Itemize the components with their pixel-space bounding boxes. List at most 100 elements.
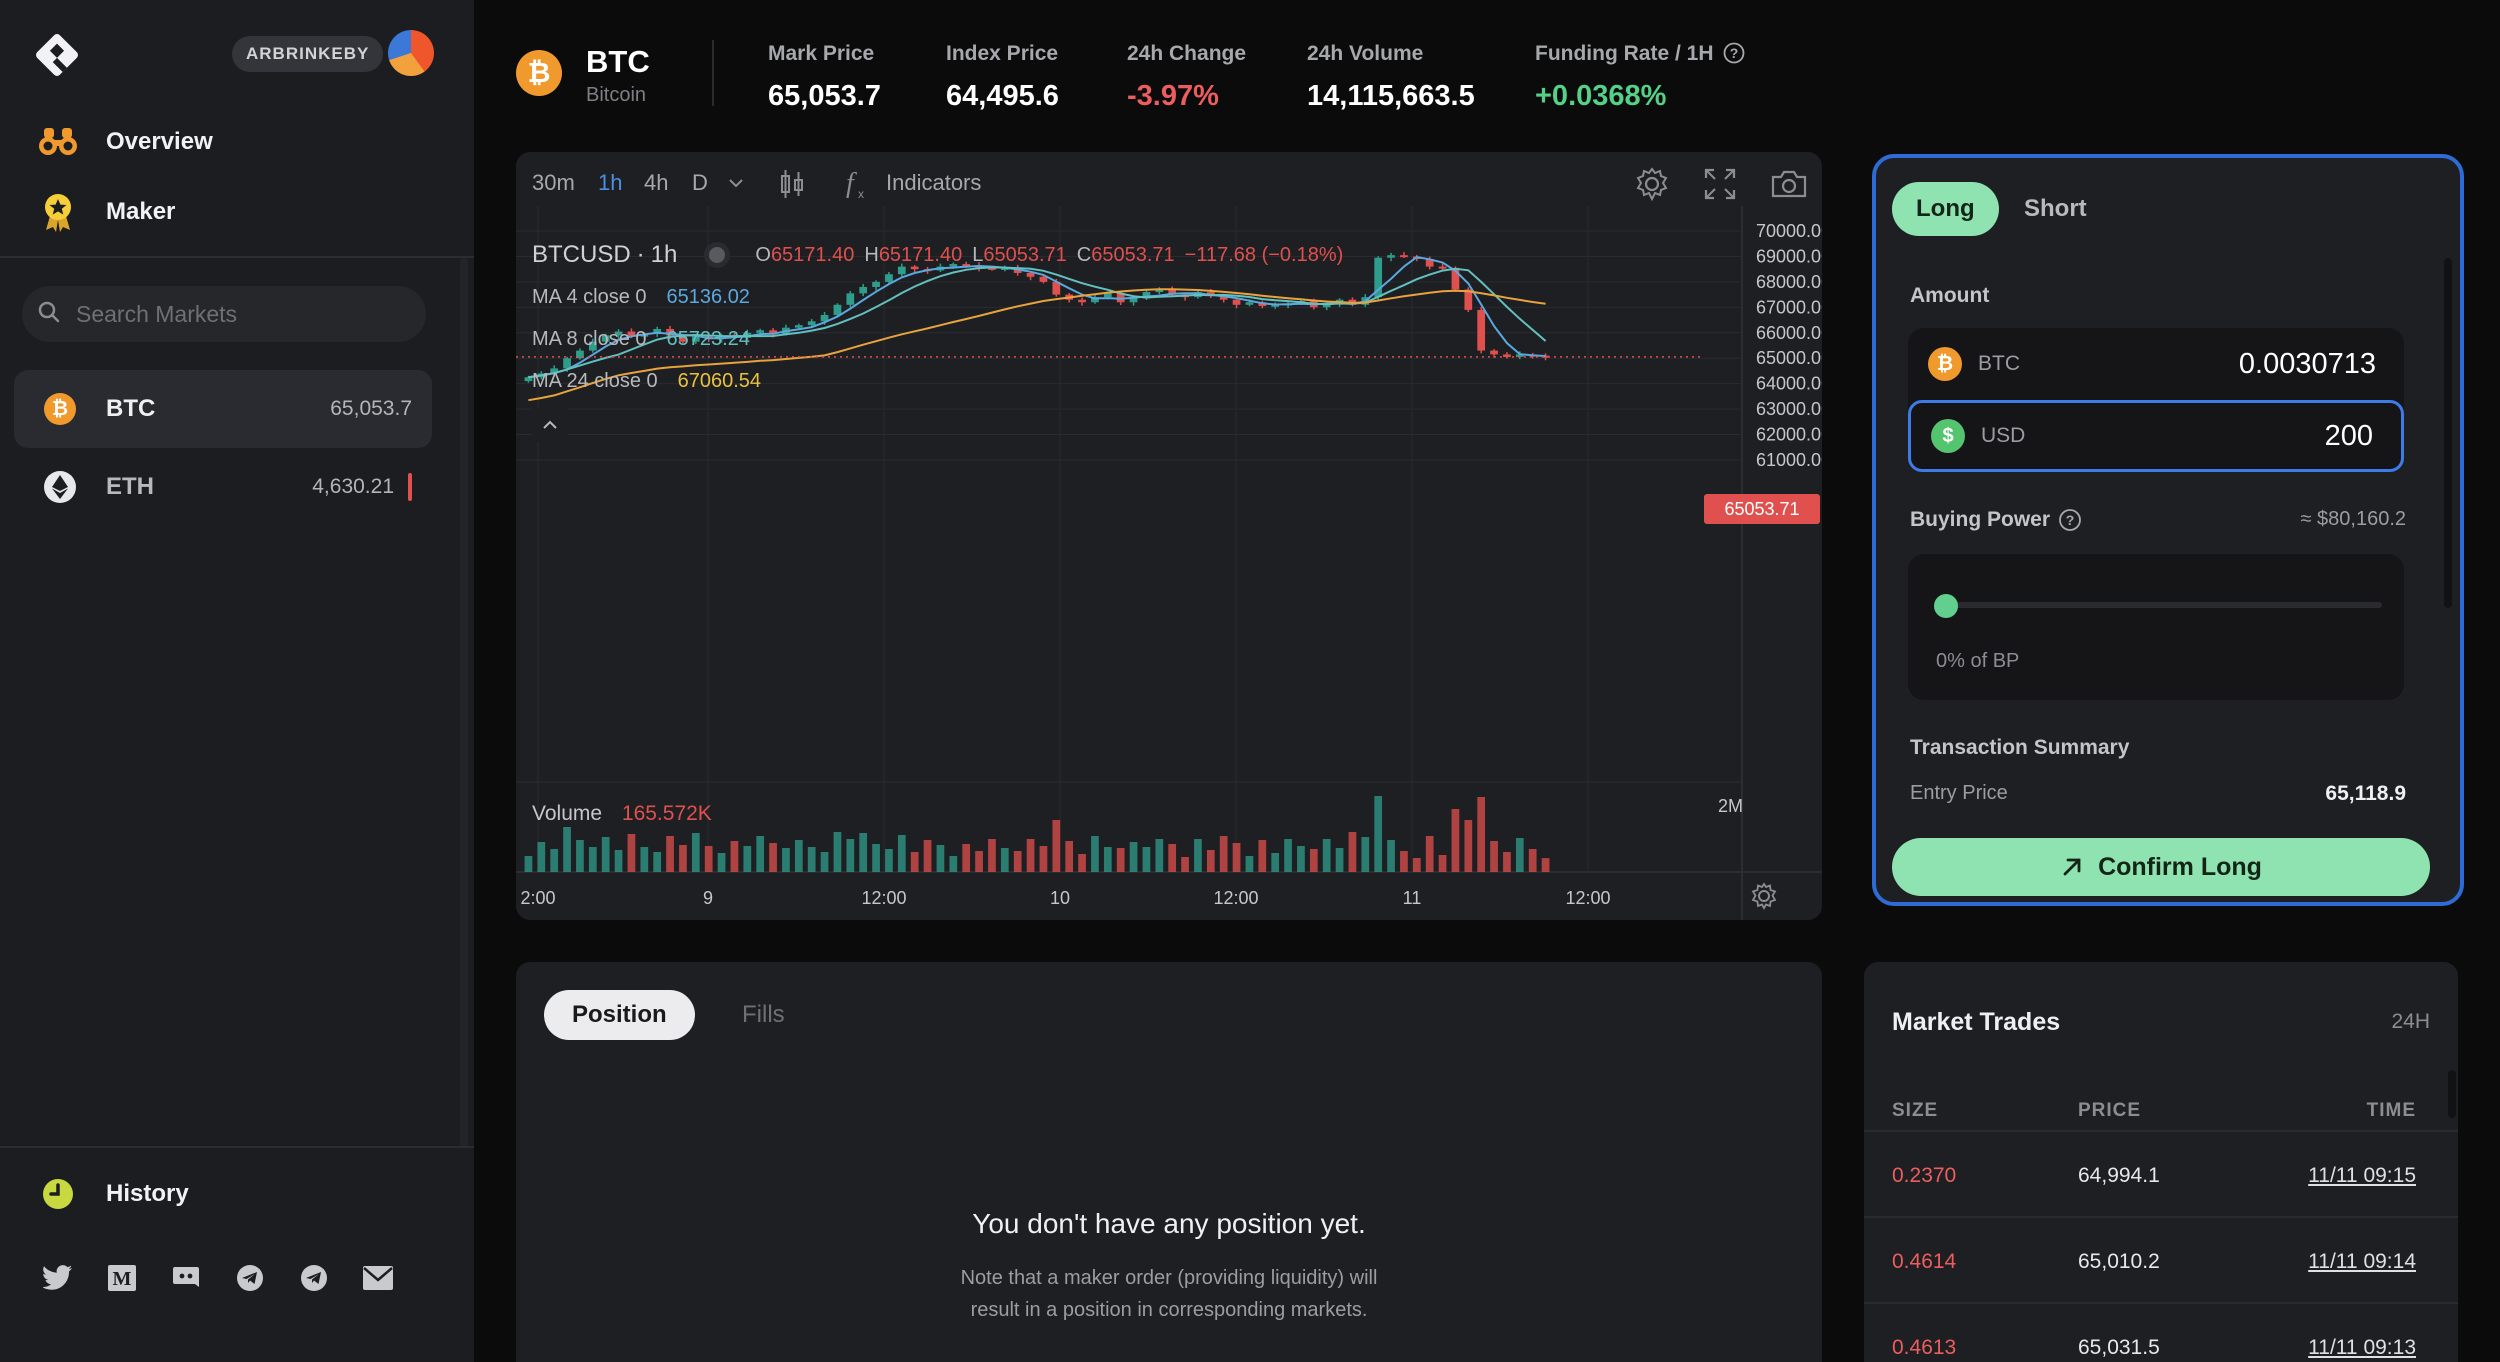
- nav-maker[interactable]: Maker: [38, 192, 175, 232]
- volume-bar: [1309, 849, 1318, 872]
- ma-label: MA 8 close 0: [532, 327, 647, 350]
- long-tab[interactable]: Long: [1892, 182, 1999, 236]
- telegram-icon[interactable]: [298, 1262, 330, 1294]
- usd-amount-field[interactable]: $ USD 200: [1908, 400, 2404, 472]
- timeframe-d[interactable]: D: [692, 170, 708, 195]
- range-selector[interactable]: 24H: [2391, 1010, 2430, 1033]
- avatar[interactable]: [388, 30, 434, 76]
- nav-history[interactable]: History: [38, 1174, 189, 1214]
- stat-value: -3.97%: [1127, 80, 1219, 112]
- volume-bar: [601, 837, 610, 872]
- ticker-symbol: BTC: [586, 44, 650, 79]
- separator-dot: ·: [636, 241, 645, 268]
- header-divider: [1864, 1130, 2458, 1132]
- search-input[interactable]: [76, 300, 396, 328]
- time-tick-label: 12:00: [1213, 888, 1258, 908]
- candle-body: [949, 264, 958, 267]
- svg-text:x: x: [858, 187, 864, 200]
- stat-value: 64,495.6: [946, 80, 1059, 112]
- ma-label: MA 4 close 0: [532, 285, 647, 308]
- ma8-line: [528, 266, 1547, 379]
- volume-bar: [524, 856, 533, 872]
- volume-bar: [1155, 839, 1164, 872]
- sidebar: ARBRINKEBY Overview Maker ₿ BTC 65,053.7…: [0, 0, 474, 1362]
- trade-time-link[interactable]: 11/11 09:13: [2308, 1336, 2416, 1359]
- tab-fills[interactable]: Fills: [742, 1001, 785, 1028]
- slider-track[interactable]: [1942, 602, 2382, 608]
- candle-body: [885, 274, 893, 282]
- volume-bar: [1425, 836, 1434, 872]
- collapse-legend-button[interactable]: [532, 408, 568, 442]
- trade-time-link[interactable]: 11/11 09:15: [2308, 1164, 2416, 1187]
- mail-icon[interactable]: [362, 1262, 394, 1294]
- volume-bar: [666, 836, 674, 872]
- indicators-button[interactable]: Indicators: [886, 170, 982, 195]
- bitcoin-icon: ₿: [44, 393, 76, 425]
- discord-icon[interactable]: [170, 1262, 202, 1294]
- ticker-divider: [712, 40, 714, 106]
- trade-size: 0.4614: [1892, 1250, 1957, 1273]
- open-value: 65171.40: [770, 243, 855, 266]
- candle-body: [563, 358, 571, 369]
- timeframe-30m[interactable]: 30m: [532, 170, 575, 195]
- price-chart[interactable]: 70000.00 69000.00 68000.00 67000.00 66000.00…: [516, 152, 1822, 920]
- search-markets[interactable]: [22, 286, 426, 342]
- user-badge[interactable]: ARBRINKEBY: [232, 36, 384, 72]
- help-icon[interactable]: ?: [2058, 508, 2082, 532]
- trade-time-link[interactable]: 11/11 09:14: [2308, 1250, 2416, 1273]
- volume-bar: [627, 834, 636, 872]
- candle-body: [846, 293, 855, 305]
- short-tab[interactable]: Short: [2024, 195, 2087, 222]
- column-header-time: TIME: [2366, 1100, 2416, 1121]
- fullscreen-icon[interactable]: [1704, 168, 1736, 200]
- high-label: H: [864, 243, 879, 266]
- chevron-down-icon[interactable]: [728, 178, 744, 188]
- nav-overview[interactable]: Overview: [38, 122, 213, 162]
- gear-icon[interactable]: [1750, 882, 1778, 910]
- twitter-icon[interactable]: [42, 1262, 74, 1294]
- help-icon[interactable]: ?: [1723, 42, 1745, 64]
- sidebar-scrollbar[interactable]: [460, 258, 468, 1148]
- gear-icon[interactable]: [1634, 166, 1670, 202]
- trades-scrollbar[interactable]: [2448, 1070, 2456, 1118]
- timeframe-1h[interactable]: 1h: [598, 170, 623, 195]
- market-row-btc[interactable]: ₿ BTC 65,053.7: [14, 370, 432, 448]
- telegram-icon[interactable]: [234, 1262, 266, 1294]
- candles-icon[interactable]: [778, 168, 806, 200]
- candle-body: [807, 321, 816, 326]
- volume-bar: [1541, 858, 1550, 872]
- row-divider: [1864, 1216, 2458, 1218]
- volume-axis-label: 2M: [1718, 796, 1744, 816]
- volume-bar: [1348, 832, 1357, 872]
- trade-price: 64,994.1: [2078, 1164, 2160, 1187]
- volume-bar: [614, 850, 623, 872]
- confirm-long-button[interactable]: Confirm Long: [1892, 838, 2430, 896]
- slider-handle[interactable]: [1934, 594, 1958, 618]
- volume-bar: [936, 845, 945, 872]
- price-axis: [1742, 206, 1822, 920]
- positions-panel: Position Fills You don't have any positi…: [516, 962, 1822, 1362]
- candle-body: [859, 286, 868, 294]
- volume-bar: [846, 839, 855, 872]
- volume-bar: [794, 840, 803, 872]
- candle-body: [833, 304, 842, 315]
- candle-body: [1026, 272, 1035, 277]
- tab-position[interactable]: Position: [544, 990, 695, 1040]
- volume-bar: [1039, 846, 1048, 872]
- close-label: C: [1076, 243, 1092, 266]
- timeframe-4h[interactable]: 4h: [644, 170, 669, 195]
- trade-panel-scrollbar[interactable]: [2444, 258, 2452, 608]
- medium-icon[interactable]: M: [106, 1262, 138, 1294]
- candle-body: [1052, 281, 1061, 295]
- current-price-tag: 65053.71: [1704, 494, 1820, 524]
- dollar-icon: $: [1931, 419, 1965, 453]
- volume-bar: [833, 832, 842, 872]
- btc-amount-field[interactable]: ₿ BTC 0.0030713: [1908, 328, 2404, 400]
- camera-icon[interactable]: [1770, 168, 1808, 200]
- candle-body: [691, 336, 700, 342]
- high-value: 65171.40: [878, 243, 963, 266]
- candle-body: [1438, 266, 1447, 269]
- logo-icon[interactable]: [32, 30, 82, 80]
- market-row-eth[interactable]: ETH 4,630.21: [14, 448, 432, 526]
